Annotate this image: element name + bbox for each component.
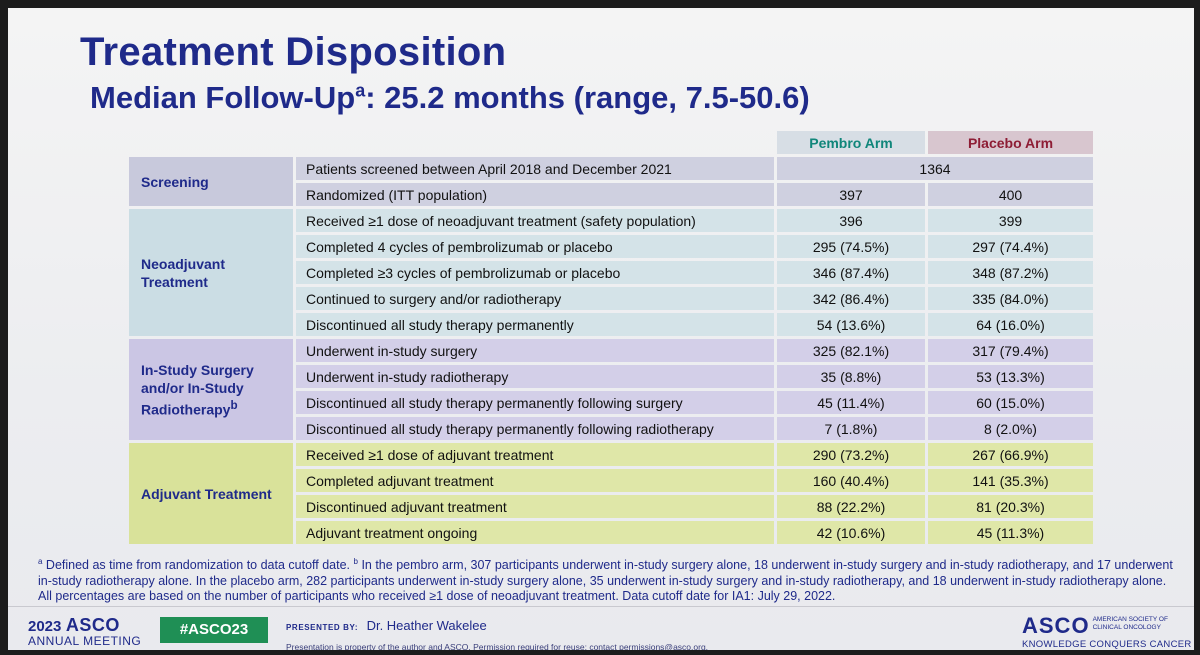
pembro-arm-header: Pembro Arm — [777, 131, 925, 154]
row-pembro-value: 45 (11.4%) — [777, 391, 925, 414]
table-row: Completed ≥3 cycles of pembrolizumab or … — [129, 261, 1093, 284]
asco-society-logo: ASCO AMERICAN SOCIETY OF CLINICAL ONCOLOG… — [1022, 613, 1192, 650]
row-desc: Continued to surgery and/or radiotherapy — [296, 287, 774, 310]
presented-by-label: PRESENTED BY: — [286, 623, 359, 632]
row-desc: Randomized (ITT population) — [296, 183, 774, 206]
table-header-row: Pembro Arm Placebo Arm — [129, 131, 1093, 154]
row-pembro-value: 42 (10.6%) — [777, 521, 925, 544]
row-desc: Underwent in-study radiotherapy — [296, 365, 774, 388]
presenter-name: Dr. Heather Wakelee — [366, 618, 487, 633]
row-placebo-value: 81 (20.3%) — [928, 495, 1093, 518]
section-label-adjuvant: Adjuvant Treatment — [129, 443, 293, 544]
row-placebo-value: 317 (79.4%) — [928, 339, 1093, 362]
row-pembro-value: 88 (22.2%) — [777, 495, 925, 518]
row-pembro-value: 397 — [777, 183, 925, 206]
section-label-surgery-text: In-Study Surgery and/or In-Study Radioth… — [141, 361, 254, 418]
table-row: Underwent in-study radiotherapy 35 (8.8%… — [129, 365, 1093, 388]
row-desc: Completed adjuvant treatment — [296, 469, 774, 492]
row-pembro-value: 295 (74.5%) — [777, 235, 925, 258]
row-placebo-value: 141 (35.3%) — [928, 469, 1093, 492]
section-label-footnote-mark: b — [230, 398, 238, 412]
row-desc: Underwent in-study surgery — [296, 339, 774, 362]
row-placebo-value: 335 (84.0%) — [928, 287, 1093, 310]
row-desc: Completed 4 cycles of pembrolizumab or p… — [296, 235, 774, 258]
row-desc: Patients screened between April 2018 and… — [296, 157, 774, 180]
subtitle-footnote-mark: a — [355, 80, 366, 101]
subtitle-main: Median Follow-Up — [90, 80, 356, 115]
footnote-a-text: Defined as time from randomization to da… — [42, 558, 354, 573]
row-pembro-value: 7 (1.8%) — [777, 417, 925, 440]
row-placebo-value: 297 (74.4%) — [928, 235, 1093, 258]
row-desc: Received ≥1 dose of neoadjuvant treatmen… — [296, 209, 774, 232]
section-label-surgery: In-Study Surgery and/or In-Study Radioth… — [129, 339, 293, 440]
row-pembro-value: 35 (8.8%) — [777, 365, 925, 388]
footnote-a-mark: a — [38, 557, 43, 566]
row-desc: Discontinued all study therapy permanent… — [296, 417, 774, 440]
row-placebo-value: 348 (87.2%) — [928, 261, 1093, 284]
row-pembro-value: 290 (73.2%) — [777, 443, 925, 466]
table-row: Completed 4 cycles of pembrolizumab or p… — [129, 235, 1093, 258]
row-desc: Received ≥1 dose of adjuvant treatment — [296, 443, 774, 466]
table-row: Discontinued all study therapy permanent… — [129, 417, 1093, 440]
meeting-year: 2023 — [28, 618, 62, 635]
asco-logo-tagline: KNOWLEDGE CONQUERS CANCER — [1022, 639, 1192, 650]
table-row: Adjuvant treatment ongoing 42 (10.6%) 45… — [129, 521, 1093, 544]
row-desc: Completed ≥3 cycles of pembrolizumab or … — [296, 261, 774, 284]
disposition-table: Pembro Arm Placebo Arm Screening Patient… — [126, 128, 1096, 547]
section-label-neoadjuvant: Neoadjuvant Treatment — [129, 209, 293, 336]
row-placebo-value: 60 (15.0%) — [928, 391, 1093, 414]
slide-footer: 2023 ASCO ANNUAL MEETING #ASCO23 PRESENT… — [8, 606, 1194, 650]
table-row: Continued to surgery and/or radiotherapy… — [129, 287, 1093, 310]
row-pembro-value: 346 (87.4%) — [777, 261, 925, 284]
section-label-screening: Screening — [129, 157, 293, 206]
table-row: Discontinued adjuvant treatment 88 (22.2… — [129, 495, 1093, 518]
presenter-block: PRESENTED BY: Dr. Heather Wakelee Presen… — [286, 617, 708, 650]
asco-meeting-logo: 2023 ASCO ANNUAL MEETING — [28, 615, 141, 648]
row-placebo-value: 399 — [928, 209, 1093, 232]
footnote-b-mark: b — [353, 557, 358, 566]
table-row: Screening Patients screened between Apri… — [129, 157, 1093, 206]
row-pembro-value: 54 (13.6%) — [777, 313, 925, 336]
table-row: Discontinued all study therapy permanent… — [129, 391, 1093, 414]
row-combined-value: 1364 — [777, 157, 1093, 180]
meeting-sub: ANNUAL MEETING — [28, 634, 142, 648]
table-row: Neoadjuvant Treatment Received ≥1 dose o… — [129, 209, 1093, 336]
property-note: Presentation is property of the author a… — [286, 642, 709, 650]
row-pembro-value: 342 (86.4%) — [777, 287, 925, 310]
slide-subtitle: Median Follow-Upa: 25.2 months (range, 7… — [90, 80, 810, 116]
row-pembro-value: 325 (82.1%) — [777, 339, 925, 362]
row-placebo-value: 8 (2.0%) — [928, 417, 1093, 440]
row-pembro-value: 396 — [777, 209, 925, 232]
row-desc: Adjuvant treatment ongoing — [296, 521, 774, 544]
row-placebo-value: 64 (16.0%) — [928, 313, 1093, 336]
subtitle-rest: : 25.2 months (range, 7.5-50.6) — [365, 80, 810, 115]
slide-title: Treatment Disposition — [80, 30, 507, 74]
placebo-arm-header: Placebo Arm — [928, 131, 1093, 154]
asco-logo-name: ASCO — [1022, 613, 1090, 638]
hashtag-badge: #ASCO23 — [160, 617, 268, 643]
table-row: Adjuvant Treatment Received ≥1 dose of a… — [129, 443, 1093, 544]
row-pembro-value: 160 (40.4%) — [777, 469, 925, 492]
asco-logo-society: AMERICAN SOCIETY OF CLINICAL ONCOLOGY — [1092, 616, 1168, 631]
row-placebo-value: 53 (13.3%) — [928, 365, 1093, 388]
row-placebo-value: 45 (11.3%) — [928, 521, 1093, 544]
meeting-name: ASCO — [65, 615, 120, 635]
row-desc: Discontinued all study therapy permanent… — [296, 313, 774, 336]
row-placebo-value: 267 (66.9%) — [928, 443, 1093, 466]
footnote-b-text: In the pembro arm, 307 participants unde… — [38, 558, 1173, 604]
row-desc: Discontinued adjuvant treatment — [296, 495, 774, 518]
table-row: Completed adjuvant treatment 160 (40.4%)… — [129, 469, 1093, 492]
row-desc: Discontinued all study therapy permanent… — [296, 391, 774, 414]
table-row: In-Study Surgery and/or In-Study Radioth… — [129, 339, 1093, 440]
table-row: Discontinued all study therapy permanent… — [129, 313, 1093, 336]
row-placebo-value: 400 — [928, 183, 1093, 206]
footnote: a Defined as time from randomization to … — [38, 554, 1178, 605]
table-row: Randomized (ITT population) 397 400 — [129, 183, 1093, 206]
slide: Treatment Disposition Median Follow-Upa:… — [8, 8, 1194, 650]
